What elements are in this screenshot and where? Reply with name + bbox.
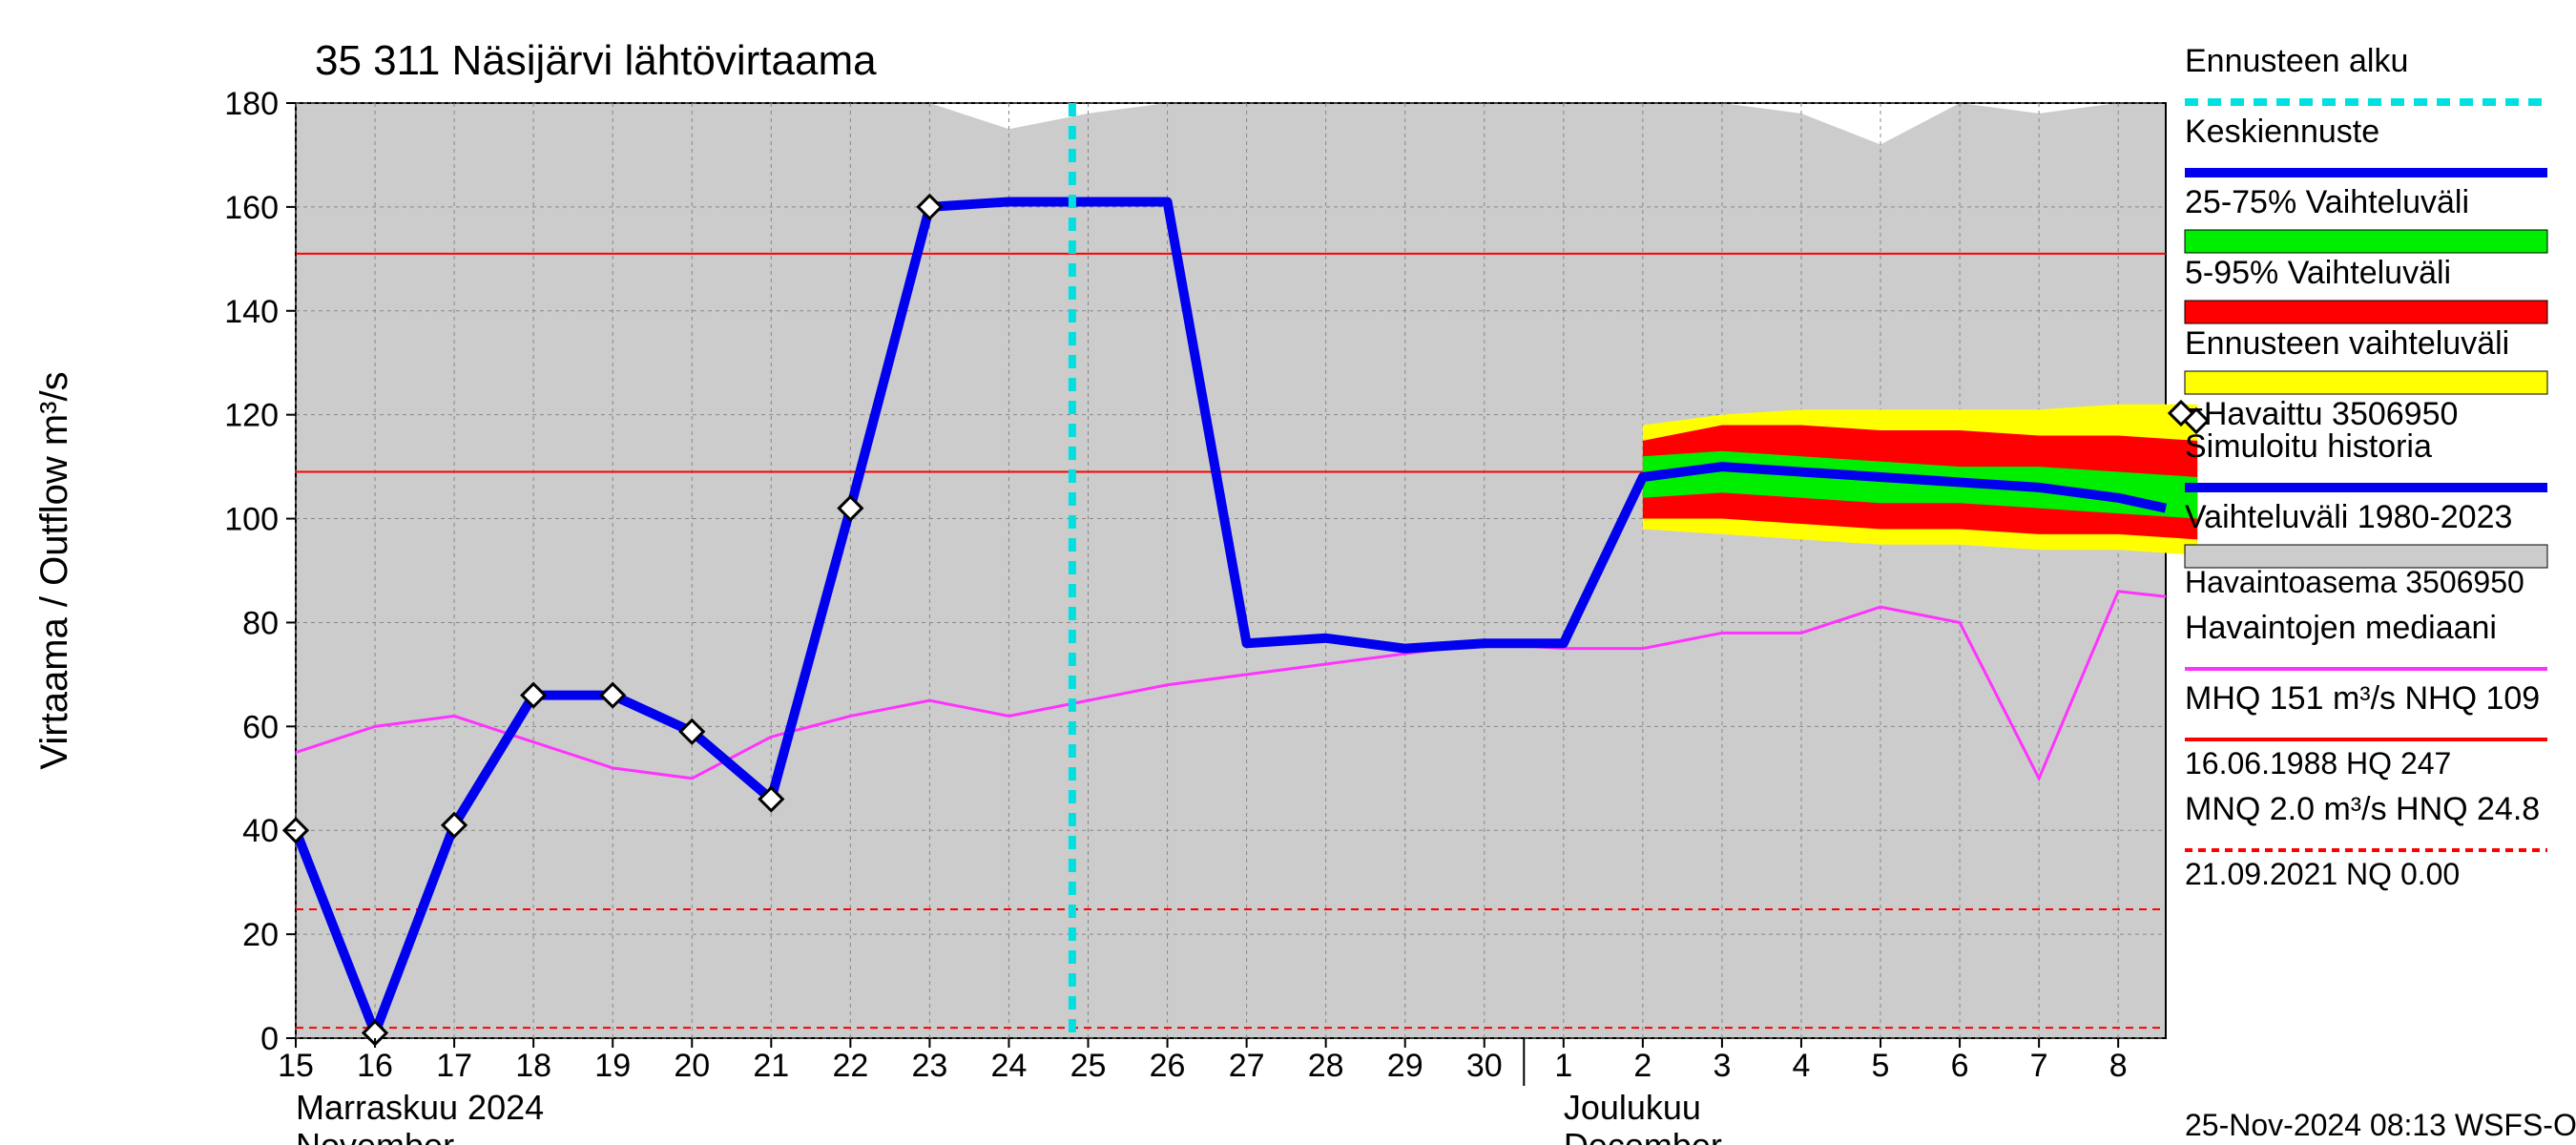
month-nov-fi: Marraskuu 2024: [296, 1088, 544, 1127]
x-tick-label: 2: [1633, 1048, 1652, 1084]
x-tick-label: 22: [832, 1048, 868, 1084]
legend-label: =Havaittu 3506950: [2185, 396, 2458, 432]
footer-timestamp: 25-Nov-2024 08:13 WSFS-O: [2185, 1108, 2576, 1142]
x-tick-label: 25: [1070, 1048, 1107, 1084]
x-tick-label: 24: [991, 1048, 1028, 1084]
y-tick-label: 20: [242, 917, 279, 953]
legend-swatch: [2185, 230, 2547, 253]
y-axis-label: Virtaama / Outflow m³/s: [33, 371, 75, 769]
x-tick-label: 19: [594, 1048, 631, 1084]
x-tick-label: 21: [753, 1048, 789, 1084]
x-tick-label: 8: [2109, 1048, 2128, 1084]
x-tick-label: 5: [1872, 1048, 1890, 1084]
x-tick-label: 6: [1951, 1048, 1969, 1084]
x-tick-label: 18: [515, 1048, 551, 1084]
y-tick-label: 160: [224, 190, 279, 226]
legend-label: Ennusteen alku: [2185, 43, 2408, 79]
x-tick-label: 29: [1387, 1048, 1423, 1084]
legend-label: Ennusteen vaihteluväli: [2185, 325, 2509, 362]
x-tick-label: 23: [911, 1048, 947, 1084]
legend-label: 5-95% Vaihteluväli: [2185, 255, 2451, 291]
legend-label: Keskiennuste: [2185, 114, 2379, 150]
x-tick-label: 26: [1150, 1048, 1186, 1084]
legend-sublabel: Havaintoasema 3506950: [2185, 565, 2524, 599]
month-nov-en: November: [296, 1126, 454, 1145]
x-tick-label: 4: [1793, 1048, 1811, 1084]
y-tick-label: 140: [224, 294, 279, 330]
x-tick-label: 7: [2030, 1048, 2048, 1084]
legend-label: 25-75% Vaihteluväli: [2185, 184, 2469, 220]
x-tick-label: 15: [278, 1048, 314, 1084]
x-tick-label: 16: [357, 1048, 393, 1084]
legend-swatch: [2185, 371, 2547, 394]
legend-label: Vaihteluväli 1980-2023: [2185, 499, 2512, 535]
x-tick-label: 30: [1466, 1048, 1503, 1084]
x-tick-label: 17: [436, 1048, 472, 1084]
month-dec-fi: Joulukuu: [1564, 1088, 1701, 1127]
y-tick-label: 120: [224, 398, 279, 434]
legend-label: MNQ 2.0 m³/s HNQ 24.8: [2185, 791, 2540, 827]
x-tick-label: 20: [674, 1048, 710, 1084]
x-tick-label: 3: [1713, 1048, 1731, 1084]
y-tick-label: 100: [224, 502, 279, 538]
y-tick-label: 40: [242, 813, 279, 849]
legend-label: Havaintojen mediaani: [2185, 610, 2497, 646]
legend-sublabel: 16.06.1988 HQ 247: [2185, 746, 2451, 781]
y-tick-label: 80: [242, 605, 279, 641]
x-tick-label: 28: [1308, 1048, 1344, 1084]
x-tick-label: 1: [1554, 1048, 1572, 1084]
legend-label: MHQ 151 m³/s NHQ 109: [2185, 680, 2540, 717]
month-dec-en: December: [1564, 1126, 1722, 1145]
y-tick-label: 180: [224, 86, 279, 122]
chart-title: 35 311 Näsijärvi lähtövirtaama: [315, 37, 877, 84]
outflow-forecast-chart: 0204060801001201401601801516171819202122…: [0, 0, 2576, 1145]
y-tick-label: 60: [242, 709, 279, 745]
legend-label: Simuloitu historia: [2185, 428, 2432, 465]
x-tick-label: 27: [1229, 1048, 1265, 1084]
legend-sublabel: 21.09.2021 NQ 0.00: [2185, 857, 2460, 891]
legend-swatch: [2185, 301, 2547, 323]
y-tick-label: 0: [260, 1021, 279, 1057]
